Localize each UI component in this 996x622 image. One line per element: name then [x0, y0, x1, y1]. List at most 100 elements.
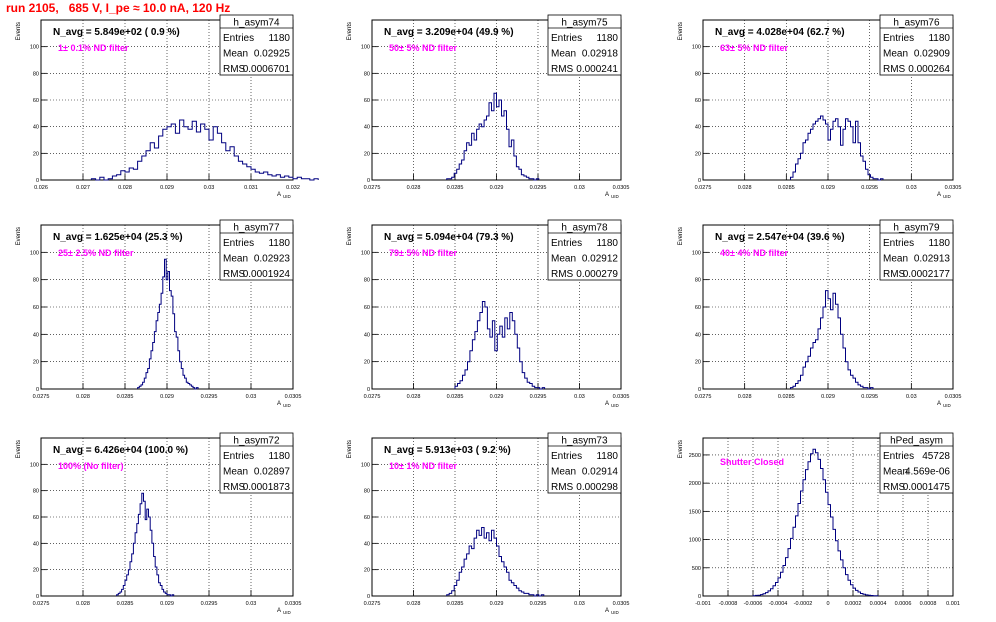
histogram-panel-h_asym79: 0.0275 0.028 0.0285 0.029 0.0295 0.03 0.0305 0 2… — [678, 219, 962, 408]
filter-note: 25± 2.5% ND filter — [58, 248, 134, 258]
y-tick-label: 60 — [364, 305, 370, 311]
y-tick-label: 20 — [33, 360, 39, 366]
y-tick-label: 1500 — [689, 509, 701, 515]
y-tick-label: 100 — [361, 45, 370, 51]
x-tick-label: 0.0295 — [861, 394, 878, 400]
stats-histogram-name: h_asym79 — [893, 223, 940, 234]
stats-value: 1180 — [268, 33, 290, 44]
stats-label: Mean — [551, 49, 576, 60]
x-tick-label: 0.03 — [574, 601, 585, 607]
x-tick-label: 0.03 — [246, 394, 257, 400]
stats-histogram-name: h_asym72 — [233, 436, 280, 447]
y-tick-label: 20 — [695, 360, 701, 366]
stats-box: h_asym77 Entries 1180 Mean 0.02923 RMS0.00019… — [219, 219, 294, 281]
stats-label: Mean — [883, 49, 908, 60]
navg-label: N_avg = 3.209e+04 (49.9 %) — [384, 27, 514, 38]
x-tick-label: 0.0295 — [530, 185, 547, 191]
stats-label: RMS — [223, 64, 246, 75]
x-tick-label: 0.0305 — [613, 185, 630, 191]
x-tick-label: -0.0002 — [794, 601, 813, 607]
x-tick-label: 0.0275 — [33, 601, 50, 607]
stats-label: RMS — [883, 64, 906, 75]
stats-box-frame — [879, 432, 954, 494]
stats-box-frame — [219, 219, 294, 281]
x-tick-label: 0.0285 — [778, 394, 795, 400]
x-axis-title: A UID — [605, 192, 620, 199]
histogram-series — [116, 492, 175, 597]
stats-value: 0.0002177 — [903, 269, 951, 280]
stats-label: RMS — [223, 269, 246, 280]
histogram-series — [90, 119, 319, 181]
filter-note: 100% (No filter) — [58, 461, 124, 471]
stats-value: 0.02897 — [254, 467, 291, 478]
stats-label: Entries — [551, 33, 582, 44]
x-axis-title: A UID — [277, 401, 292, 408]
x-tick-label: 0.028 — [738, 394, 752, 400]
x-tick-label: 0.0305 — [613, 601, 630, 607]
x-tick-label: 0.001 — [946, 601, 960, 607]
filter-note: 10± 1% ND filter — [389, 461, 457, 471]
y-tick-label: 20 — [33, 151, 39, 157]
stats-value: 0.02912 — [582, 254, 619, 265]
x-tick-label: 0.0305 — [945, 185, 962, 191]
x-tick-label: -0.0004 — [769, 601, 788, 607]
x-tick-label: 0.0305 — [285, 394, 302, 400]
x-axis-title: A UID — [605, 401, 620, 408]
x-tick-label: 0.0285 — [117, 601, 134, 607]
stats-box-frame — [547, 432, 622, 494]
navg-label: N_avg = 2.547e+04 (39.6 %) — [715, 232, 845, 243]
x-tick-label: -0.0008 — [719, 601, 738, 607]
x-tick-label: 0.029 — [160, 601, 174, 607]
x-tick-label: 0.028 — [738, 185, 752, 191]
stats-box: h_asym76 Entries 1180 Mean 0.02909 RMS 0.00026… — [879, 14, 954, 76]
y-axis-title: Events — [347, 227, 353, 245]
x-tick-label: 0.0275 — [364, 601, 381, 607]
stats-box: h_asym73 Entries 1180 Mean 0.02914 RMS 0.00029… — [547, 432, 622, 494]
stats-label: Entries — [223, 238, 254, 249]
navg-label: N_avg = 5.094e+04 (79.3 %) — [384, 232, 514, 243]
stats-label: RMS — [883, 482, 906, 493]
y-tick-label: 80 — [364, 71, 370, 77]
x-tick-label: 0.03 — [906, 394, 917, 400]
histogram-panel-h_asym76: 0.0275 0.028 0.0285 0.029 0.0295 0.03 0.0305 0 2… — [678, 14, 962, 199]
x-tick-label: 0.029 — [821, 185, 835, 191]
stats-label: Mean — [223, 49, 248, 60]
x-tick-label: 0.0275 — [695, 185, 712, 191]
stats-value: 0.0001475 — [903, 482, 951, 493]
x-tick-label: 0.028 — [407, 185, 421, 191]
x-tick-label: 0.0305 — [945, 394, 962, 400]
histogram-panel-h_asym78: 0.0275 0.028 0.0285 0.029 0.0295 0.03 0.0305 0 2… — [347, 219, 629, 408]
stats-box-frame — [547, 14, 622, 76]
stats-label: Entries — [883, 451, 914, 462]
y-tick-label: 2000 — [689, 481, 701, 487]
y-tick-label: 60 — [364, 98, 370, 104]
y-tick-label: 40 — [364, 541, 370, 547]
stats-label: Mean — [883, 467, 908, 478]
stats-box: h_asym75 Entries 1180 Mean 0.02918 RMS 0.00024… — [547, 14, 622, 76]
x-tick-label: 0.027 — [76, 185, 90, 191]
stats-label: Entries — [223, 451, 254, 462]
x-tick-label: 0.0004 — [870, 601, 887, 607]
x-axis-title: A UID — [277, 608, 292, 615]
x-axis-title: A UID — [605, 608, 620, 615]
y-tick-label: 0 — [698, 594, 701, 600]
x-tick-label: 0.03 — [574, 185, 585, 191]
histogram-series — [137, 258, 199, 390]
x-tick-label: 0.0295 — [861, 185, 878, 191]
stats-label: Mean — [551, 467, 576, 478]
stats-label: Mean — [223, 254, 248, 265]
stats-value: 4.569e-06 — [905, 467, 950, 478]
x-tick-label: 0.029 — [160, 185, 174, 191]
histogram-panel-h_asym74: 0.026 0.027 0.028 0.029 0.03 0.031 0.032 0 20 40 6… — [16, 14, 319, 199]
y-axis-title: Events — [16, 227, 22, 245]
stats-box-frame — [547, 219, 622, 281]
y-tick-label: 100 — [30, 462, 39, 468]
y-tick-label: 20 — [364, 568, 370, 574]
y-tick-label: 500 — [692, 566, 701, 572]
stats-value: 0.0001873 — [243, 482, 291, 493]
stats-histogram-name: h_asym73 — [561, 436, 608, 447]
stats-label: RMS — [551, 269, 574, 280]
stats-histogram-name: hPed_asym — [890, 436, 943, 447]
x-tick-label: -0.001 — [695, 601, 711, 607]
x-tick-label: 0.028 — [76, 601, 90, 607]
